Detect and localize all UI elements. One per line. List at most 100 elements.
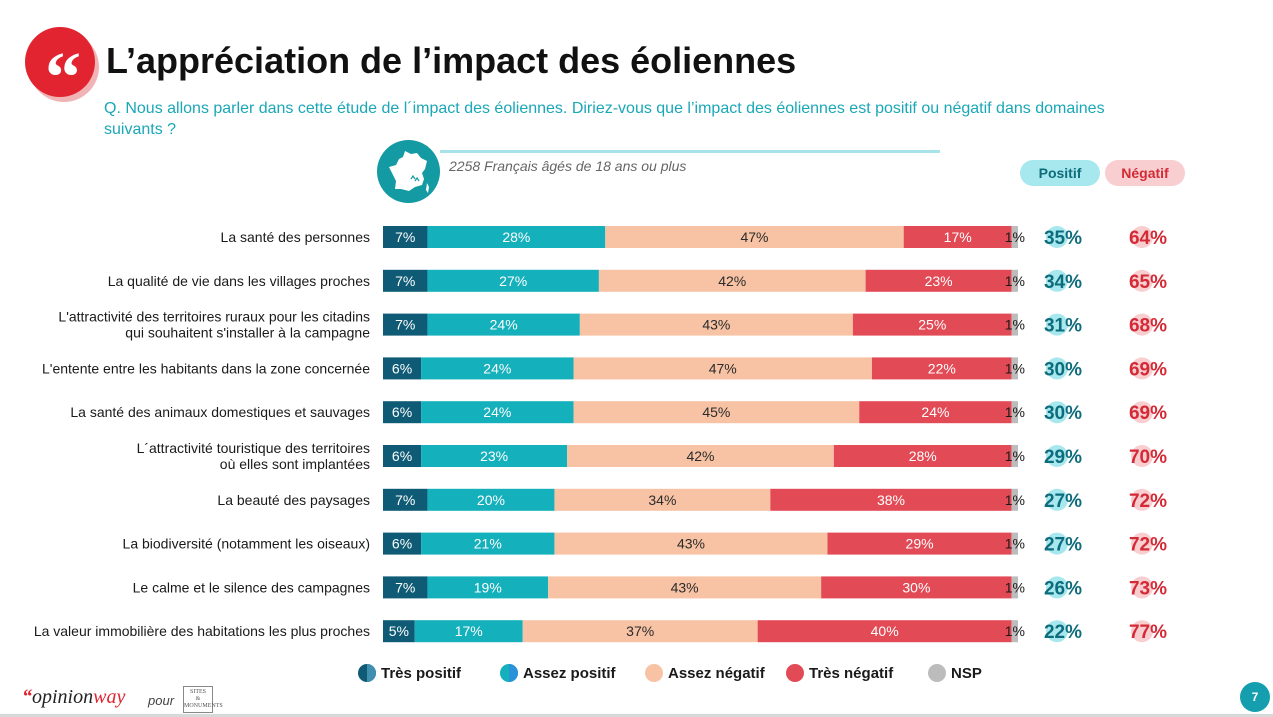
positive-total-marker: [1046, 313, 1068, 336]
bar-value-label: 43%: [702, 317, 730, 333]
legend-item-assez-negatif: Assez négatif: [645, 664, 765, 682]
category-label: La beauté des paysages: [217, 492, 370, 508]
bar-segment-assez-positif: [421, 532, 555, 555]
bar-value-label: 7%: [395, 229, 415, 245]
negative-total: 72%: [1129, 491, 1167, 512]
bar-segment-nsp: [1011, 226, 1018, 248]
bar-value-label: 24%: [483, 360, 511, 376]
sites-monuments-logo: SITES & MONUMENTS: [183, 686, 223, 713]
category-label: Le calme et le silence des campagnes: [133, 579, 370, 595]
legend-swatch-assez-negatif: [645, 664, 663, 682]
negative-total: 72%: [1129, 535, 1167, 556]
legend-label-tres-negatif: Très négatif: [809, 664, 894, 682]
bar-value-label: 40%: [871, 623, 899, 639]
negative-header-pill: Négatif: [1105, 160, 1185, 186]
category-label: L'entente entre les habitants dans la zo…: [42, 360, 370, 376]
negative-total: 69%: [1129, 359, 1167, 380]
bar-value-label: 6%: [392, 536, 412, 552]
opinionway-logo: “opinionway: [22, 686, 126, 708]
category-label: La santé des personnes: [221, 229, 370, 245]
bar-segment-assez-positif: [421, 357, 574, 380]
bar-value-label: 7%: [395, 579, 415, 595]
positive-total-marker: [1046, 576, 1068, 599]
bar-segment-nsp: [1011, 532, 1018, 555]
bar-segment-assez-positif: [427, 488, 555, 511]
legend-label-assez-positif: Assez positif: [523, 664, 616, 682]
positive-total: 35%: [1044, 228, 1082, 249]
bar-segment-tres-negatif: [859, 401, 1012, 424]
bar-segment-tres-negatif: [865, 269, 1012, 292]
bar-segment-nsp: [1011, 269, 1018, 292]
category-label: La qualité de vie dans les villages proc…: [108, 273, 370, 289]
bar-value-label: 28%: [909, 448, 937, 464]
negative-total-marker: [1131, 401, 1153, 424]
bar-segment-tres-negatif: [833, 445, 1012, 467]
category-label: La biodiversité (notamment les oiseaux): [123, 536, 370, 552]
bar-value-label: 47%: [709, 360, 737, 376]
negative-total: 64%: [1129, 228, 1167, 249]
bar-segment-assez-negatif: [522, 620, 758, 643]
bar-segment-assez-positif: [427, 576, 549, 599]
positive-total-marker: [1046, 532, 1068, 555]
bar-value-label: 30%: [902, 579, 930, 595]
positive-total: 22%: [1044, 622, 1082, 643]
bar-value-label: 1%: [1005, 273, 1025, 289]
bar-segment-tres-negatif: [903, 226, 1012, 248]
legend-swatch-nsp: [928, 664, 946, 682]
negative-total-marker: [1131, 313, 1153, 336]
bar-value-label: 43%: [677, 536, 705, 552]
bar-value-label: 1%: [1005, 623, 1025, 639]
page-number: 7: [1240, 682, 1270, 712]
france-map-icon: [377, 140, 440, 203]
bar-segment-assez-positif: [427, 269, 599, 292]
bar-segment-assez-negatif: [598, 269, 866, 292]
bar-value-label: 7%: [395, 317, 415, 333]
positive-total-marker: [1046, 357, 1068, 380]
bar-segment-tres-positif: [383, 445, 422, 467]
negative-total-marker: [1131, 269, 1153, 292]
bar-value-label: 17%: [455, 623, 483, 639]
legend-item-tres-negatif: Très négatif: [786, 664, 893, 682]
positive-header-pill: Positif: [1020, 160, 1100, 186]
bar-segment-tres-positif: [383, 488, 428, 511]
bar-value-label: 7%: [395, 273, 415, 289]
bar-segment-tres-positif: [383, 532, 422, 555]
positive-total: 27%: [1044, 491, 1082, 512]
positive-total-marker: [1046, 488, 1068, 511]
bar-value-label: 28%: [502, 229, 530, 245]
negative-total-marker: [1131, 488, 1153, 511]
bar-value-label: 34%: [648, 492, 676, 508]
bar-segment-tres-positif: [383, 401, 422, 424]
bar-value-label: 1%: [1005, 404, 1025, 420]
category-label: La santé des animaux domestiques et sauv…: [70, 404, 370, 420]
bar-segment-tres-positif: [383, 620, 415, 643]
negative-total-marker: [1131, 576, 1153, 599]
survey-question: Q. Nous allons parler dans cette étude d…: [104, 100, 1105, 138]
bar-value-label: 25%: [918, 317, 946, 333]
bar-value-label: 20%: [477, 492, 505, 508]
bar-value-label: 24%: [483, 404, 511, 420]
footer-divider: [0, 714, 1273, 717]
bar-value-label: 29%: [906, 536, 934, 552]
legend-swatch-tres-negatif: [786, 664, 804, 682]
bar-segment-assez-positif: [427, 226, 606, 248]
positive-total-marker: [1046, 620, 1068, 643]
bar-segment-tres-positif: [383, 269, 428, 292]
bar-segment-tres-negatif: [821, 576, 1012, 599]
negative-total: 68%: [1129, 316, 1167, 337]
positive-total: 29%: [1044, 447, 1082, 468]
bar-segment-tres-negatif: [871, 357, 1012, 380]
legend-swatch-tres-positif: [358, 664, 376, 682]
negative-total-marker: [1131, 357, 1153, 380]
negative-total-marker: [1131, 226, 1153, 248]
bar-segment-tres-negatif: [827, 532, 1012, 555]
sample-divider: [440, 150, 940, 153]
negative-total: 70%: [1129, 447, 1167, 468]
bar-segment-assez-positif: [427, 313, 580, 336]
negative-total: 69%: [1129, 403, 1167, 424]
footer-pour-text: pour: [148, 693, 175, 708]
bar-value-label: 43%: [671, 579, 699, 595]
positive-total-marker: [1046, 401, 1068, 424]
bar-segment-assez-positif: [421, 445, 568, 467]
legend-label-nsp: NSP: [951, 664, 982, 682]
